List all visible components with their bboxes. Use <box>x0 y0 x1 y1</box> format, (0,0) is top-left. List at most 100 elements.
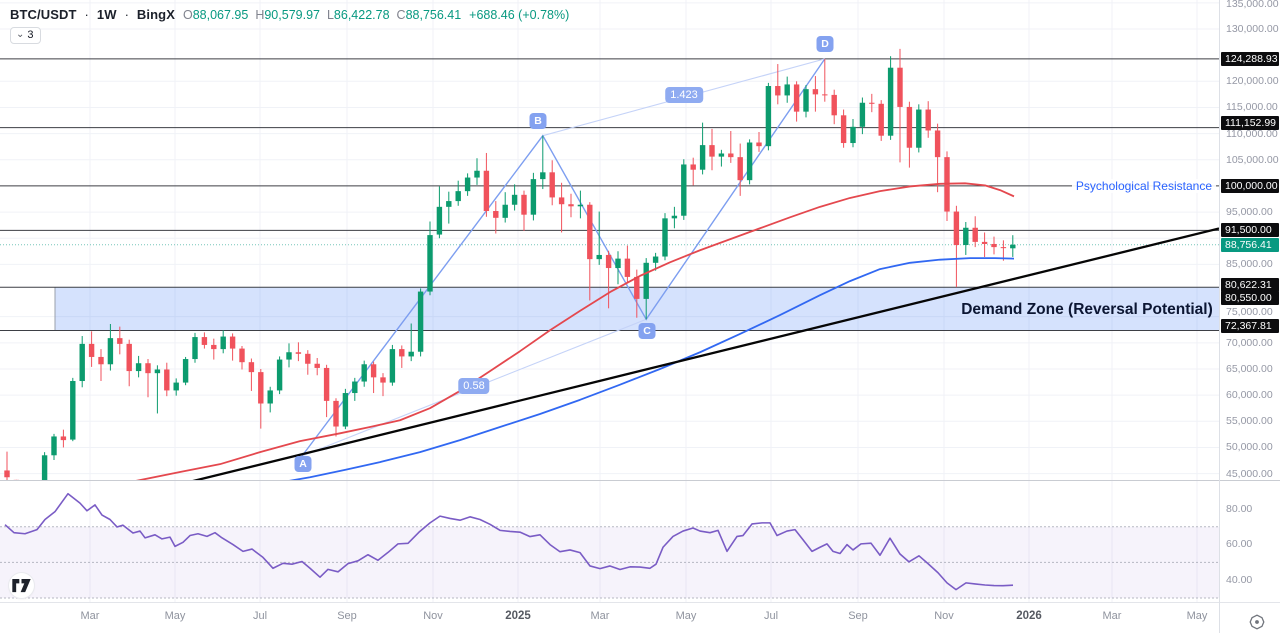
candle-body-up <box>427 235 433 292</box>
candle-body-down <box>4 470 10 478</box>
candle-body-up <box>408 351 414 357</box>
candle-body-up <box>276 359 283 391</box>
tradingview-logo-icon <box>12 578 31 593</box>
time-axis-label: Nov <box>934 610 954 622</box>
ohlc-open: O88,067.95 H90,579.97 L86,422.78 C88,756… <box>182 7 462 22</box>
candle-body-down <box>934 130 941 158</box>
time-axis-label: Mar <box>80 610 100 622</box>
price-axis-label: 60,000.00 <box>1226 389 1273 401</box>
rsi-axis-label: 80.00 <box>1226 503 1253 515</box>
candle-body-up <box>859 102 866 127</box>
candle-body-down <box>399 349 405 357</box>
indicators-collapse-button[interactable]: ⌄ 3 <box>10 27 41 44</box>
candle-body-down <box>756 142 762 147</box>
fib-extension-label: 1.423 <box>665 87 703 103</box>
candle-body-down <box>333 400 339 427</box>
price-axis-label: 110,000.00 <box>1226 128 1278 140</box>
time-axis-label: 2025 <box>505 610 531 622</box>
candle-body-down <box>13 479 20 481</box>
price-change: +688.46 (+0.78%) <box>469 7 570 22</box>
fib-retracement-label: 0.58 <box>458 378 490 394</box>
candle-body-up <box>718 153 725 157</box>
candle-body-up <box>417 291 424 352</box>
rsi-pane <box>4 492 1014 591</box>
candle-body-down <box>248 362 255 373</box>
candle-body-down <box>211 344 217 350</box>
candle-body-down <box>314 363 320 368</box>
time-axis-label: Mar <box>590 610 610 622</box>
candle-body-up <box>662 218 668 257</box>
demand-zone-label: Demand Zone (Reversal Potential) <box>961 301 1213 318</box>
candle-body-down <box>840 115 847 144</box>
ma-fast-line <box>135 182 1015 481</box>
level-price-axis-label: 124,288.93 <box>1221 52 1279 66</box>
level-price-axis-label: 100,000.00 <box>1221 179 1279 193</box>
legend-separator: · <box>84 7 89 22</box>
point-badge-a: A <box>294 456 312 472</box>
symbol-legend[interactable]: BTC/USDT · 1W · BingX O88,067.95 H90,579… <box>10 7 569 22</box>
candle-body-up <box>464 177 471 192</box>
level-price-axis-label: 111,152.99 <box>1221 116 1279 130</box>
support-trendline <box>190 227 1219 481</box>
candle-body-up <box>652 256 659 263</box>
chevron-down-icon: ⌄ <box>16 29 25 40</box>
candle-body-down <box>972 227 978 242</box>
candle-body-down <box>229 336 236 349</box>
candle-body-down <box>88 343 95 357</box>
candle-body-up <box>1010 244 1016 249</box>
tradingview-logo[interactable] <box>9 573 34 598</box>
candle-body-up <box>192 337 198 360</box>
price-axis-label: 95,000.00 <box>1226 206 1273 218</box>
candle-body-up <box>887 67 894 136</box>
candle-body-down <box>549 172 555 198</box>
exchange-label: BingX <box>136 7 175 22</box>
candle-body-down <box>869 102 875 104</box>
ohlc-close: C88,756.41 <box>396 7 462 22</box>
candle-body-up <box>267 390 273 404</box>
candle-body-up <box>342 393 349 427</box>
candle-body-up <box>135 363 142 372</box>
candle-body-up <box>681 164 687 216</box>
candle-body-down <box>925 109 931 131</box>
price-axis-label: 70,000.00 <box>1226 337 1273 349</box>
indicator-count: 3 <box>27 29 34 41</box>
axis-settings-icon[interactable] <box>1248 613 1266 631</box>
time-axis-label: 2026 <box>1016 610 1042 622</box>
candle-body-down <box>737 157 743 181</box>
candle-body-down <box>991 243 997 248</box>
candle-body-up <box>352 381 358 394</box>
candle-body-up <box>474 170 480 178</box>
candle-body-up <box>502 204 508 218</box>
current-price-axis-label: 88,756.41 <box>1221 238 1279 252</box>
candle-body-down <box>812 89 819 95</box>
candle-body-down <box>370 364 377 378</box>
candle-body-up <box>596 254 602 260</box>
candle-body-down <box>164 369 170 391</box>
candle-body-down <box>126 343 132 372</box>
candle-body-up <box>389 349 396 383</box>
candle-body-up <box>220 336 226 350</box>
candle-body-down <box>690 164 696 170</box>
price-axis-label: 120,000.00 <box>1226 75 1279 87</box>
candle-body-down <box>624 258 631 277</box>
candle-body-down <box>521 194 527 215</box>
price-axis-label: 105,000.00 <box>1226 154 1279 166</box>
time-axis-label: Nov <box>423 610 443 622</box>
candle-body-down <box>239 348 245 363</box>
candle-body-down <box>305 353 311 364</box>
candle-body-up <box>784 84 790 96</box>
time-axis-label: May <box>164 610 186 622</box>
time-axis-label: Jul <box>252 610 268 622</box>
candle-body-up <box>41 455 48 481</box>
point-badge-d: D <box>816 36 834 52</box>
candle-body-down <box>98 356 104 365</box>
price-axis-label: 45,000.00 <box>1226 468 1273 480</box>
candle-body-up <box>182 359 189 383</box>
candle-body-down <box>953 211 960 246</box>
candle-body-down <box>605 254 612 269</box>
point-badge-c: C <box>638 323 656 339</box>
price-axis-label: 75,000.00 <box>1226 306 1273 318</box>
candle-body-up <box>699 145 706 170</box>
